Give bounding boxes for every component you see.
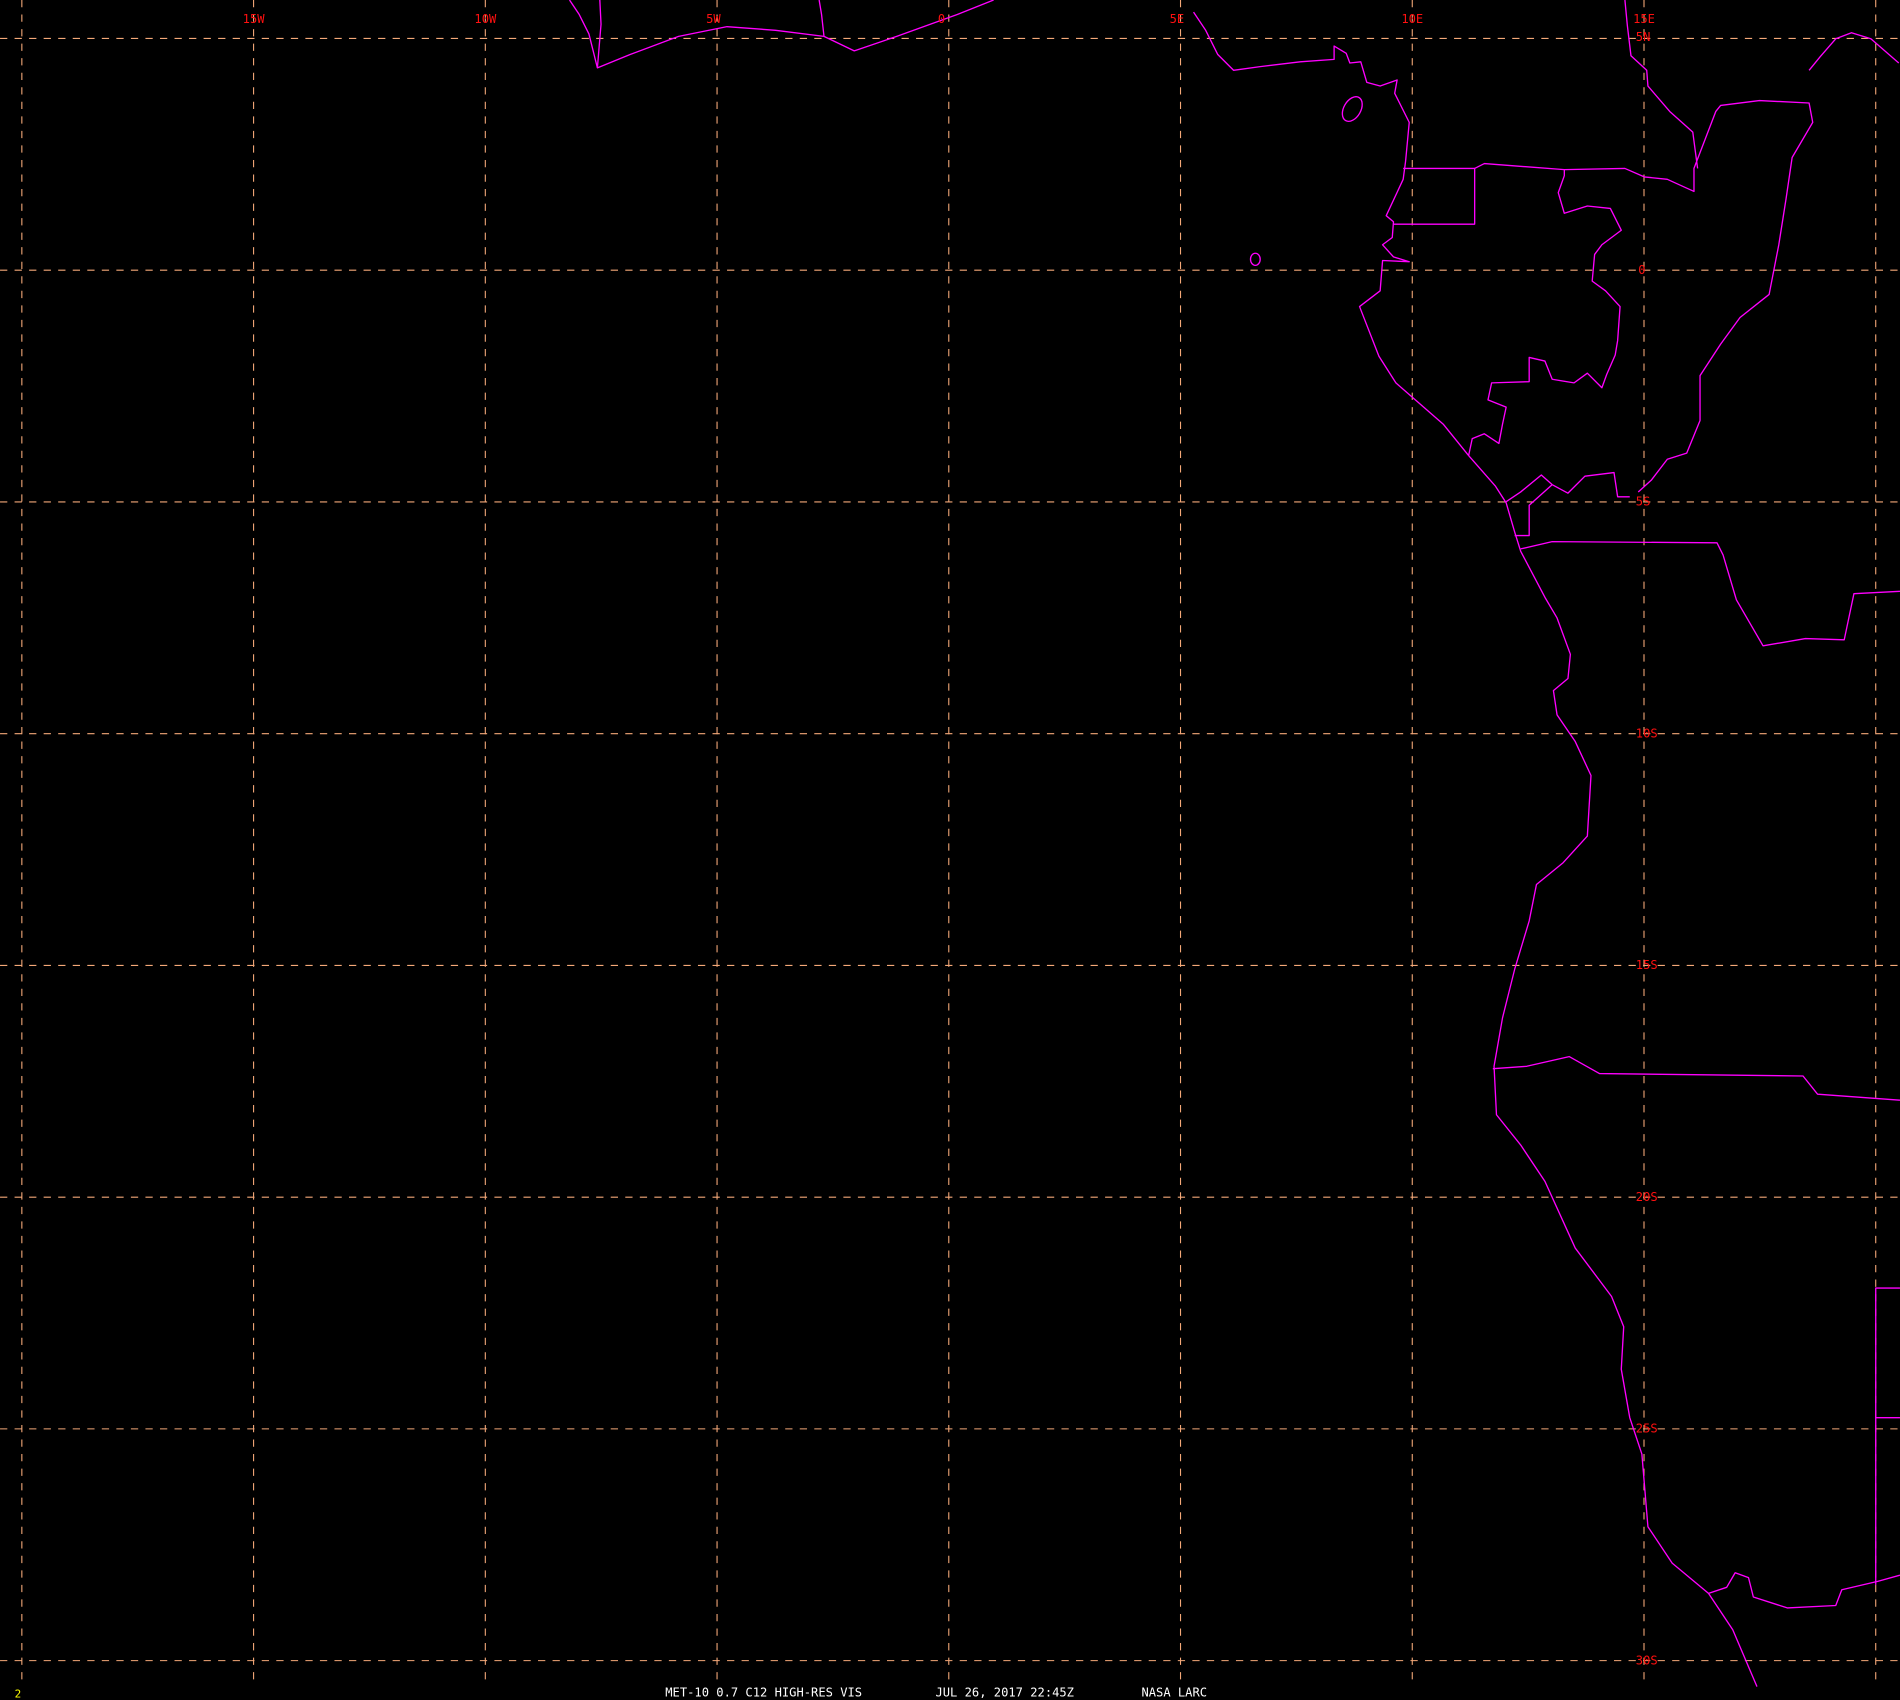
frame-number: 2	[15, 1688, 22, 1700]
caption-product: MET-10 0.7 C12 HIGH-RES VIS	[665, 1685, 862, 1699]
border-ghana-togo	[596, 0, 602, 68]
border-cameroon-car-congo	[1564, 99, 1814, 493]
border-eq-guinea	[1393, 167, 1476, 225]
border-cabinda-drc	[1505, 471, 1630, 537]
latitude-label: 20S	[1636, 1190, 1658, 1204]
coastline-nigeria	[1192, 11, 1758, 1687]
grid-labels: 15W 10W 5W 0 5E 10E 15E 5N 0 5S 10S 15S 20S 25S 30S	[243, 12, 1658, 1667]
latitude-label: 30S	[1636, 1653, 1658, 1667]
latitude-label: 5S	[1636, 495, 1651, 509]
longitude-label: 15E	[1633, 12, 1655, 26]
caption-source: NASA LARC	[1141, 1685, 1207, 1699]
longitude-label: 15W	[243, 12, 266, 26]
coastline-south-africa	[1708, 1572, 1900, 1609]
border-namibia-angola	[1492, 1055, 1900, 1101]
border-angola-drc	[1520, 540, 1900, 647]
border-togo-benin	[818, 0, 825, 37]
island-bioko	[1341, 96, 1363, 123]
latitude-label: 5N	[1636, 30, 1651, 44]
longitude-label: 0	[938, 12, 945, 26]
caption-datetime: JUL 26, 2017 22:45Z	[935, 1685, 1074, 1699]
coastline-west-africa-north	[568, 0, 994, 69]
coastlines-and-borders	[568, 0, 1900, 1687]
border-namibia-botswana	[1875, 1287, 1900, 1585]
border-gabon-congo	[1467, 162, 1622, 456]
longitude-label: 10W	[474, 12, 497, 26]
longitude-label: 10E	[1401, 12, 1423, 26]
longitude-label: 5E	[1170, 12, 1185, 26]
longitude-label: 5W	[706, 12, 721, 26]
island-sao-tome	[1249, 252, 1261, 267]
border-chad-car	[1808, 32, 1900, 71]
latitude-label: 15S	[1636, 958, 1658, 972]
border-nigeria-cameroon	[1624, 0, 1699, 169]
latitude-label: 10S	[1636, 726, 1658, 740]
latitude-label: 0	[1638, 263, 1645, 277]
latitude-label: 25S	[1636, 1422, 1658, 1436]
